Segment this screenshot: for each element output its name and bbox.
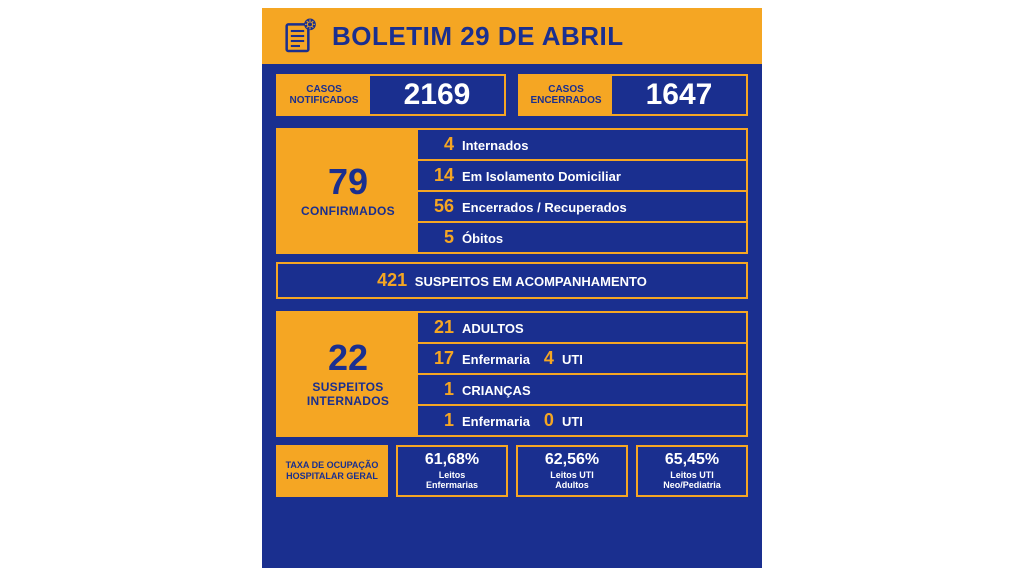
detail-text: Enfermaria (462, 414, 530, 429)
occupancy-box: 62,56% Leitos UTI Adultos (516, 445, 628, 497)
confirmed-label: CONFIRMADOS (301, 204, 395, 218)
detail-row: 1 CRIANÇAS (418, 375, 746, 406)
occupancy-header: TAXA DE OCUPAÇÃO HOSPITALAR GERAL (280, 460, 384, 482)
banner-number: 421 (377, 270, 407, 290)
occupancy-pct: 61,68% (400, 451, 504, 469)
occupancy-header-box: TAXA DE OCUPAÇÃO HOSPITALAR GERAL (276, 445, 388, 497)
detail-row: 17 Enfermaria 4 UTI (418, 344, 746, 375)
confirmed-total-box: 79 CONFIRMADOS (278, 130, 418, 252)
suspects-details: 21 ADULTOS 17 Enfermaria 4 UTI 1 CRIANÇA… (418, 313, 746, 435)
detail-num: 1 (428, 379, 454, 400)
detail-num: 0 (544, 410, 554, 431)
suspects-total-box: 22 SUSPEITOS INTERNADOS (278, 313, 418, 435)
detail-row: 56 Encerrados / Recuperados (418, 192, 746, 223)
occupancy-pct: 62,56% (520, 451, 624, 469)
suspects-block: 22 SUSPEITOS INTERNADOS 21 ADULTOS 17 En… (276, 311, 748, 437)
detail-num: 14 (428, 165, 454, 186)
confirmed-details: 4 Internados 14 Em Isolamento Domiciliar… (418, 130, 746, 252)
suspects-total: 22 (328, 340, 368, 376)
detail-num: 56 (428, 196, 454, 217)
stat-label: CASOS NOTIFICADOS (278, 76, 370, 114)
stat-casos-encerrados: CASOS ENCERRADOS 1647 (518, 74, 748, 116)
confirmed-block: 79 CONFIRMADOS 4 Internados 14 Em Isolam… (276, 128, 748, 254)
confirmed-total: 79 (328, 164, 368, 200)
detail-num: 4 (544, 348, 554, 369)
stat-casos-notificados: CASOS NOTIFICADOS 2169 (276, 74, 506, 116)
detail-text: UTI (562, 352, 583, 367)
detail-num: 5 (428, 227, 454, 248)
occupancy-row: TAXA DE OCUPAÇÃO HOSPITALAR GERAL 61,68%… (276, 445, 748, 497)
occupancy-label: Leitos Enfermarias (400, 470, 504, 491)
occupancy-box: 61,68% Leitos Enfermarias (396, 445, 508, 497)
occupancy-label: Leitos UTI Adultos (520, 470, 624, 491)
detail-text: UTI (562, 414, 583, 429)
occupancy-box: 65,45% Leitos UTI Neo/Pediatria (636, 445, 748, 497)
detail-row: 5 Óbitos (418, 223, 746, 252)
bulletin-document-icon (280, 16, 320, 56)
detail-text: Óbitos (462, 231, 503, 246)
detail-text: ADULTOS (462, 321, 524, 336)
detail-num: 21 (428, 317, 454, 338)
detail-row: 21 ADULTOS (418, 313, 746, 344)
detail-num: 4 (428, 134, 454, 155)
suspects-banner: 421 SUSPEITOS EM ACOMPANHAMENTO (276, 262, 748, 299)
detail-num: 17 (428, 348, 454, 369)
stat-value: 1647 (612, 76, 746, 114)
stat-label: CASOS ENCERRADOS (520, 76, 612, 114)
detail-text: Internados (462, 138, 528, 153)
detail-row: 4 Internados (418, 130, 746, 161)
detail-text: Em Isolamento Domiciliar (462, 169, 621, 184)
detail-text: Encerrados / Recuperados (462, 200, 627, 215)
suspects-label: SUSPEITOS INTERNADOS (282, 380, 414, 408)
bulletin-card: BOLETIM 29 DE ABRIL CASOS NOTIFICADOS 21… (262, 8, 762, 568)
occupancy-pct: 65,45% (640, 451, 744, 469)
detail-text: CRIANÇAS (462, 383, 531, 398)
header-title: BOLETIM 29 DE ABRIL (332, 21, 624, 52)
detail-row: 1 Enfermaria 0 UTI (418, 406, 746, 435)
detail-num: 1 (428, 410, 454, 431)
detail-row: 14 Em Isolamento Domiciliar (418, 161, 746, 192)
top-stats-row: CASOS NOTIFICADOS 2169 CASOS ENCERRADOS … (262, 64, 762, 124)
banner-text: SUSPEITOS EM ACOMPANHAMENTO (415, 274, 647, 289)
occupancy-label: Leitos UTI Neo/Pediatria (640, 470, 744, 491)
stat-value: 2169 (370, 76, 504, 114)
header-bar: BOLETIM 29 DE ABRIL (262, 8, 762, 64)
detail-text: Enfermaria (462, 352, 530, 367)
